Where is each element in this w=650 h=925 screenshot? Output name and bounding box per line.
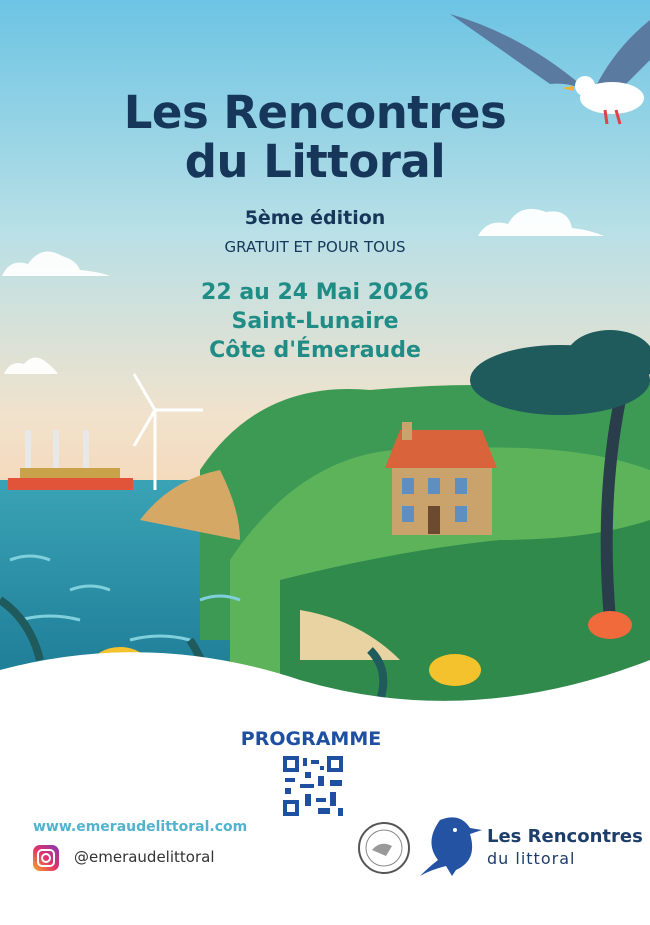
cliff: [140, 470, 240, 540]
seagull-illustration: [450, 14, 650, 125]
logo-text-line-2: du littoral: [487, 849, 576, 868]
edition-label: 5ème édition: [244, 207, 386, 229]
pine-tree: [470, 330, 650, 621]
container-ship: [8, 430, 133, 490]
house-illustration: [385, 422, 497, 535]
title-line-2: du Littoral: [184, 135, 446, 188]
location-town: Saint-Lunaire: [231, 309, 399, 334]
wind-turbine: [132, 373, 203, 490]
website-link[interactable]: www.emeraudelittoral.com: [33, 819, 248, 835]
near-hill: [280, 520, 650, 720]
location-region: Côte d'Émeraude: [209, 338, 421, 363]
tagline: GRATUIT ET POUR TOUS: [224, 238, 406, 256]
clouds: [2, 208, 604, 374]
association-seal-logo: [358, 822, 410, 874]
title-line-1: Les Rencontres: [123, 86, 507, 139]
instagram-handle[interactable]: @emeraudelittoral: [74, 848, 215, 866]
beach: [300, 610, 400, 660]
instagram-icon: [33, 845, 59, 871]
logo-text-line-1: Les Rencontres: [487, 826, 643, 847]
event-dates: 22 au 24 Mai 2026: [201, 280, 429, 305]
qr-code: [283, 756, 343, 816]
kingfisher-logo: [420, 817, 482, 876]
programme-label: PROGRAMME: [240, 728, 382, 750]
